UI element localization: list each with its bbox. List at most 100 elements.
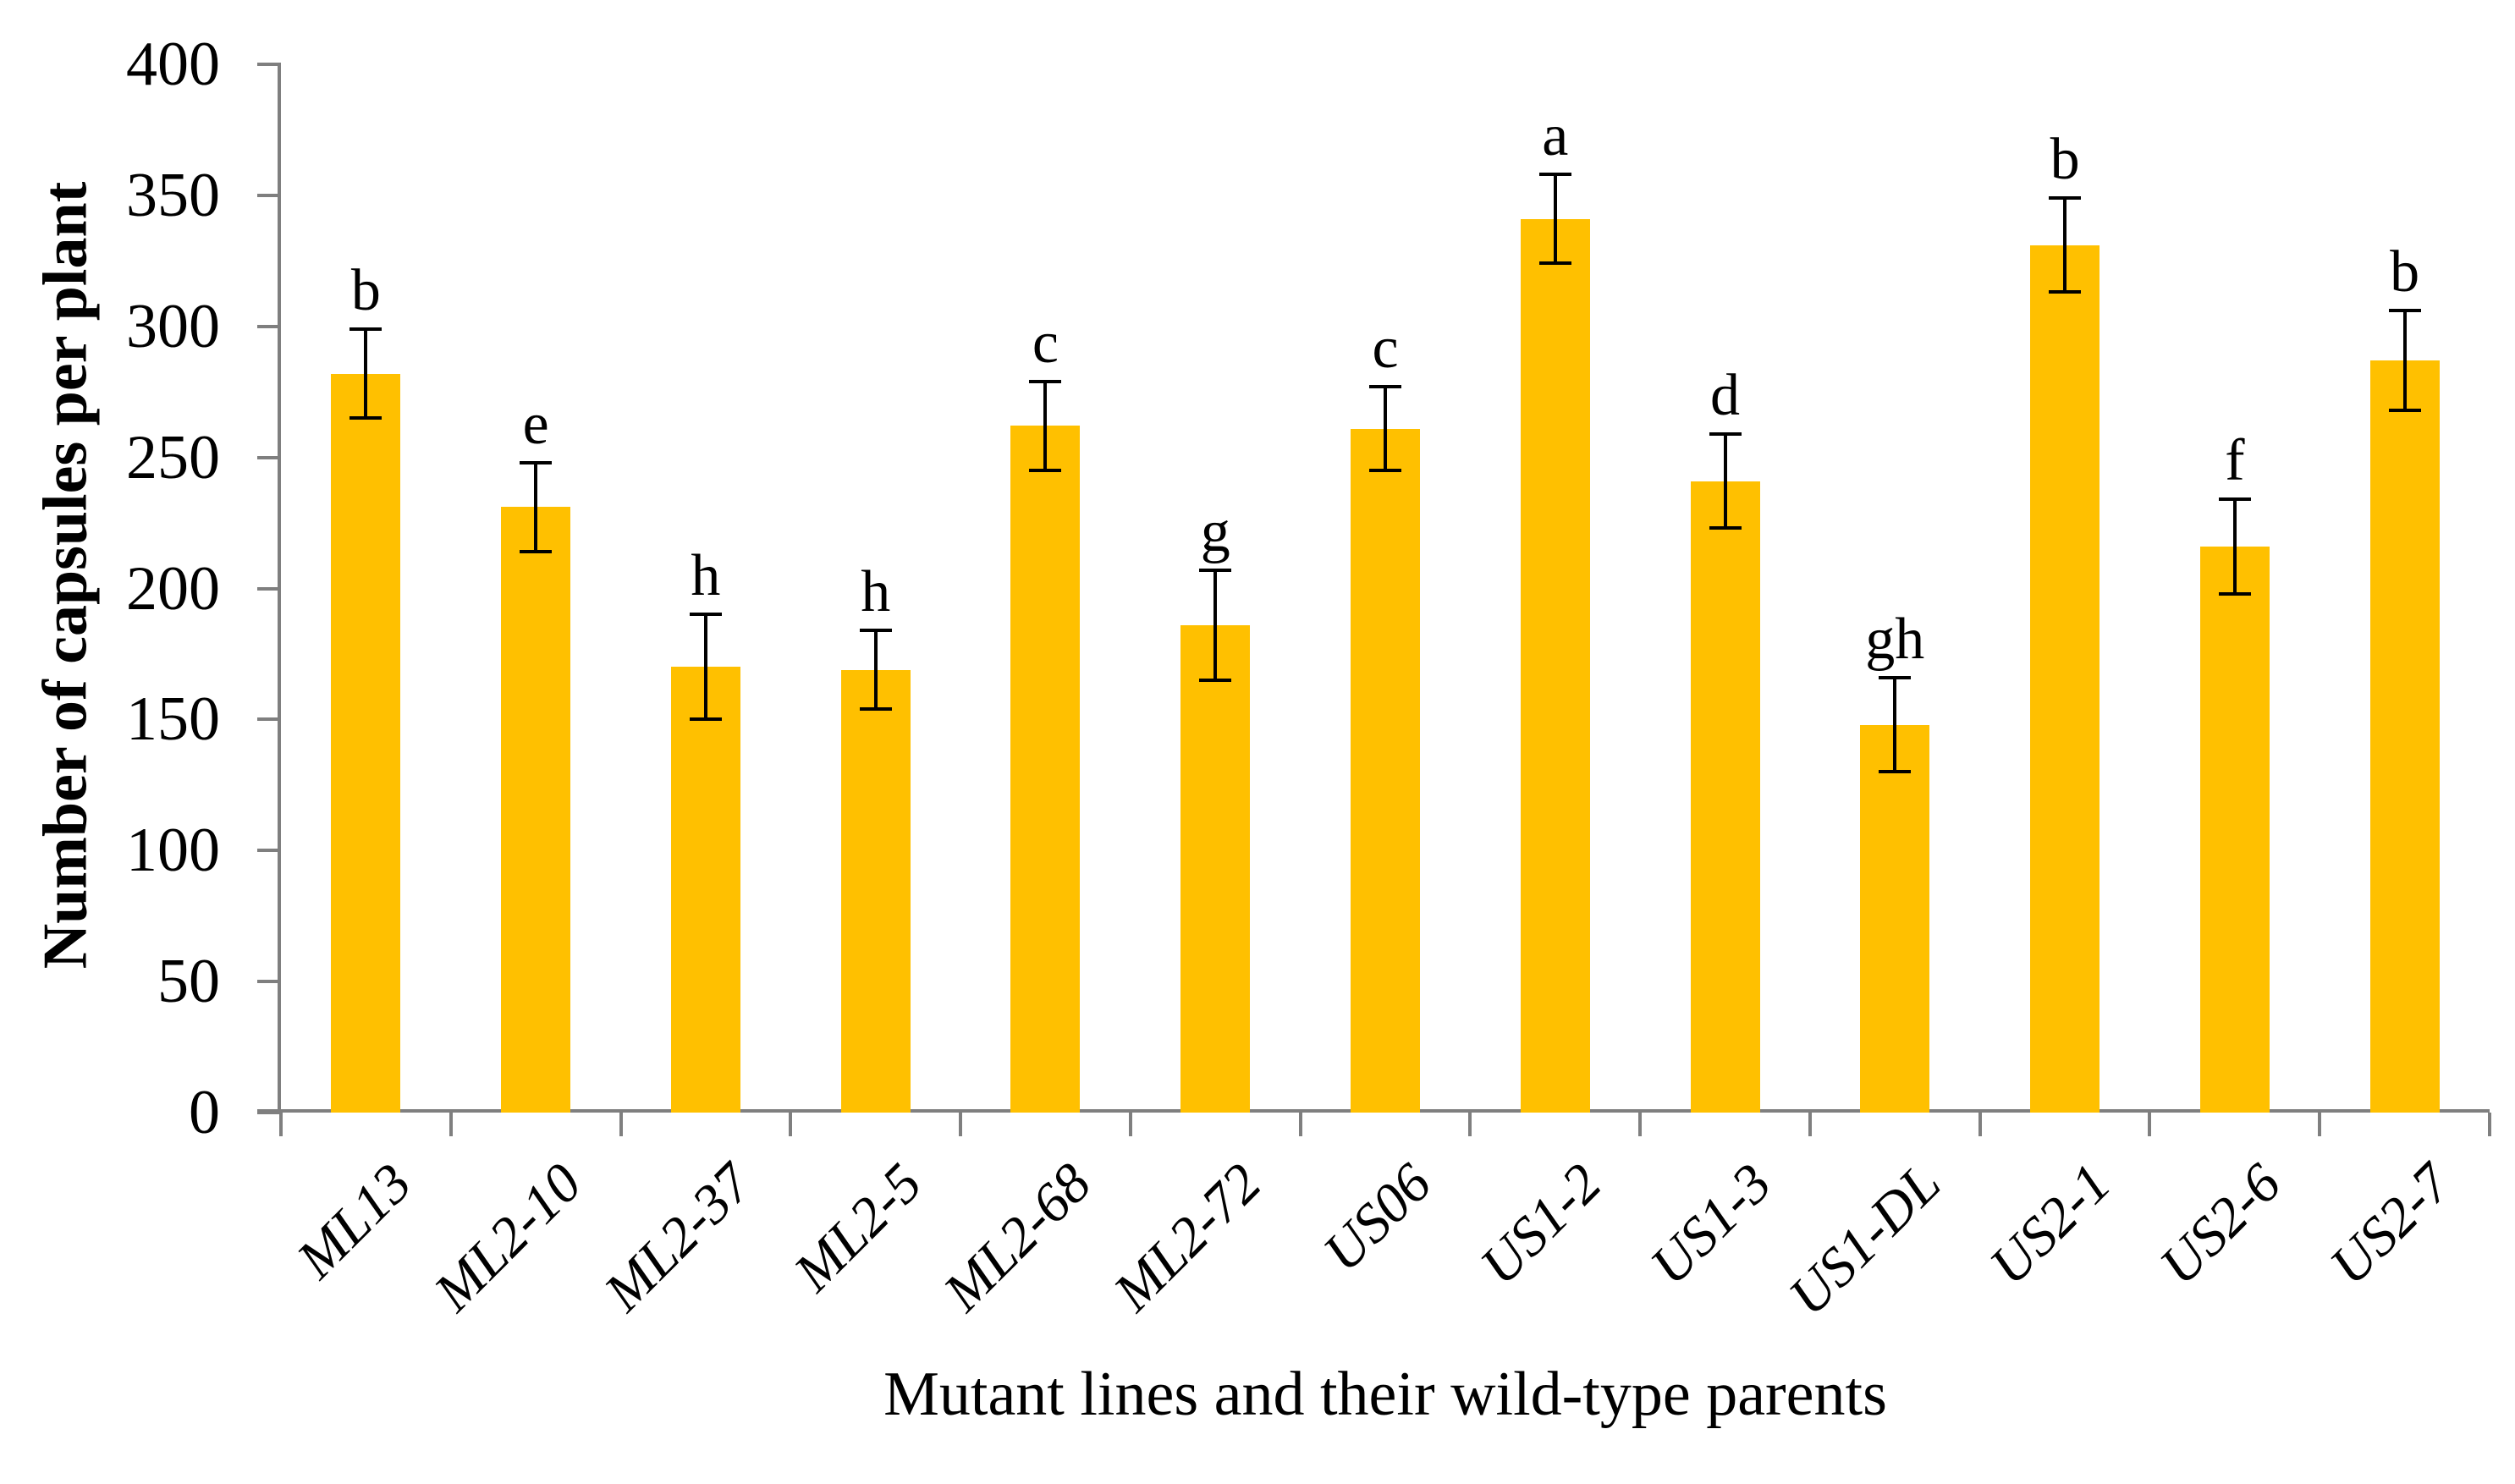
sig-letter: b xyxy=(2050,126,2080,192)
y-tick-label: 0 xyxy=(189,1078,220,1147)
x-tick xyxy=(279,1113,283,1136)
error-bar-cap-bottom xyxy=(1709,526,1742,530)
error-bar-cap-bottom xyxy=(2049,290,2082,294)
sig-letter: c xyxy=(1032,310,1059,376)
y-tick xyxy=(257,586,281,591)
error-bar-cap-bottom xyxy=(2388,408,2421,412)
bar xyxy=(840,669,911,1113)
sig-letter: h xyxy=(691,543,721,609)
error-bar-cap-bottom xyxy=(859,706,892,711)
error-bar-line xyxy=(2402,311,2407,410)
y-tick xyxy=(257,717,281,722)
x-tick xyxy=(959,1113,963,1136)
x-tick-label: US1-3 xyxy=(1637,1151,1783,1297)
y-tick-label: 350 xyxy=(126,160,220,230)
sig-letter: b xyxy=(350,257,381,323)
x-tick-label: US2-7 xyxy=(2318,1151,2463,1297)
bar xyxy=(2030,245,2100,1113)
error-bar-line xyxy=(1213,569,1218,680)
y-tick-label: 400 xyxy=(126,30,220,99)
error-bar-cap-top xyxy=(1369,384,1401,388)
bar xyxy=(1180,624,1251,1113)
x-tick-label: US06 xyxy=(1311,1151,1444,1284)
error-bar-cap-bottom xyxy=(1199,678,1232,682)
y-tick xyxy=(257,980,281,984)
x-tick-label: US1-2 xyxy=(1468,1151,1614,1297)
error-bar-line xyxy=(1043,381,1048,471)
bar xyxy=(1860,724,1930,1113)
y-tick-label: 250 xyxy=(126,422,220,492)
x-tick-label: ML2-72 xyxy=(1102,1151,1274,1323)
error-bar-line xyxy=(364,328,368,419)
sig-letter: c xyxy=(1372,315,1399,381)
sig-letter: h xyxy=(861,559,891,625)
error-bar-cap-bottom xyxy=(349,416,382,420)
y-tick xyxy=(257,1111,281,1114)
error-bar-cap-bottom xyxy=(1369,469,1401,473)
error-bar-line xyxy=(1553,174,1557,264)
y-tick xyxy=(257,193,281,197)
y-tick xyxy=(257,455,281,459)
error-bar-cap-top xyxy=(1538,173,1571,177)
x-tick-label: US2-1 xyxy=(1978,1151,2123,1297)
y-tick xyxy=(257,324,281,328)
error-bar-line xyxy=(1893,677,1897,772)
x-tick xyxy=(1978,1113,1982,1136)
sig-letter: a xyxy=(1542,103,1569,169)
error-bar-cap-bottom xyxy=(1879,770,1912,774)
sig-letter: d xyxy=(1710,362,1741,428)
error-bar-cap-top xyxy=(1199,568,1232,572)
x-tick xyxy=(2148,1113,2152,1136)
sig-letter: b xyxy=(2390,239,2420,305)
bar xyxy=(331,373,401,1113)
y-tick-label: 50 xyxy=(157,947,220,1017)
x-tick xyxy=(1468,1113,1472,1136)
x-tick-label: ML2-10 xyxy=(422,1151,594,1323)
x-tick-label: ML2-37 xyxy=(592,1151,764,1323)
sig-letter: gh xyxy=(1865,606,1925,672)
error-bar-cap-bottom xyxy=(2218,591,2251,596)
error-bar-cap-top xyxy=(1879,675,1912,679)
error-bar-line xyxy=(2232,499,2237,594)
error-bar-cap-top xyxy=(2388,309,2421,313)
x-tick xyxy=(1128,1113,1132,1136)
x-axis-title: Mutant lines and their wild-type parents xyxy=(883,1360,1887,1429)
y-tick xyxy=(257,63,281,66)
error-bar-line xyxy=(873,630,878,709)
error-bar-cap-top xyxy=(349,327,382,331)
y-tick-label: 150 xyxy=(126,684,220,755)
error-bar-cap-bottom xyxy=(1538,261,1571,266)
bar xyxy=(1010,426,1081,1113)
error-bar-cap-bottom xyxy=(689,717,722,722)
error-bar-cap-bottom xyxy=(1029,469,1062,473)
error-bar-cap-top xyxy=(859,629,892,633)
sig-letter: g xyxy=(1200,498,1230,564)
error-bar-line xyxy=(1384,386,1387,471)
sig-letter: f xyxy=(2225,428,2245,494)
x-tick-label: ML2-5 xyxy=(782,1151,934,1304)
y-tick-label: 300 xyxy=(126,291,220,361)
bar xyxy=(670,667,740,1113)
error-bar-cap-top xyxy=(1029,379,1062,383)
y-tick-label: 100 xyxy=(126,816,220,886)
bar xyxy=(1690,481,1760,1113)
y-tick-label: 200 xyxy=(126,553,220,624)
x-tick xyxy=(619,1113,623,1136)
y-tick xyxy=(257,849,281,853)
bar xyxy=(1520,218,1590,1113)
error-bar-cap-top xyxy=(2049,195,2082,200)
x-tick xyxy=(2488,1113,2491,1136)
sig-letter: e xyxy=(522,391,549,457)
x-tick xyxy=(1638,1113,1643,1136)
x-tick-label: US1-DL xyxy=(1777,1151,1953,1327)
x-tick xyxy=(1808,1113,1812,1136)
error-bar-line xyxy=(2063,197,2067,293)
error-bar-cap-top xyxy=(520,460,553,464)
x-tick xyxy=(449,1113,453,1136)
x-tick-label: ML2-68 xyxy=(932,1151,1103,1323)
bar xyxy=(2199,546,2270,1113)
x-tick-label: ML13 xyxy=(285,1151,424,1290)
bar xyxy=(1351,428,1420,1113)
